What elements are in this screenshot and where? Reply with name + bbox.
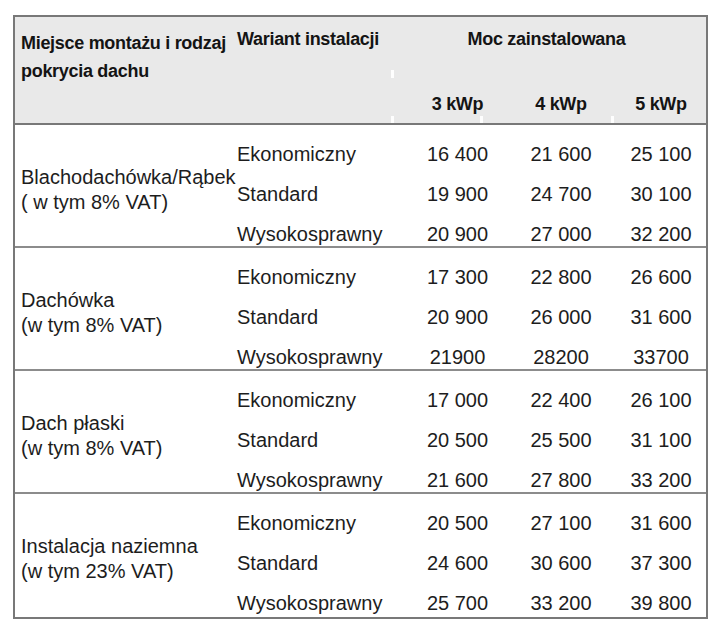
price-column-5kwp: 26 100 31 100 33 200 (616, 371, 706, 500)
variant-label: Ekonomiczny (237, 134, 409, 174)
location-name: Dach płaski (21, 411, 237, 436)
location-cell: Blachodachówka/Rąbek ( w tym 8% VAT) (15, 125, 237, 254)
price-column-4kwp: 22 400 25 500 27 800 (506, 371, 616, 500)
price-cell: 30 600 (506, 543, 616, 583)
price-cell: 26 000 (506, 297, 616, 337)
location-vat-note: (w tym 23% VAT) (21, 559, 237, 584)
header-col-5kwp: 5 kWp (616, 85, 706, 123)
price-column-4kwp: 27 100 30 600 33 200 (506, 494, 616, 623)
price-cell: 16 400 (409, 134, 506, 174)
price-column-4kwp: 21 600 24 700 27 000 (506, 125, 616, 254)
header-location-line2: pokrycia dachu (21, 57, 237, 85)
price-cell: 24 600 (409, 543, 506, 583)
price-cell: 33 200 (506, 583, 616, 623)
price-cell: 20 500 (409, 420, 506, 460)
price-cell: 22 400 (506, 380, 616, 420)
price-column-5kwp: 26 600 31 600 33700 (616, 248, 706, 377)
variant-column: Ekonomiczny Standard Wysokosprawny (237, 494, 409, 623)
location-cell: Dachówka (w tym 8% VAT) (15, 248, 237, 377)
price-cell: 25 700 (409, 583, 506, 623)
variant-column: Ekonomiczny Standard Wysokosprawny (237, 248, 409, 377)
header-col-3kwp: 3 kWp (409, 85, 506, 123)
price-cell: 19 900 (409, 174, 506, 214)
table-group-dach-plaski: Dach płaski (w tym 8% VAT) Ekonomiczny S… (15, 371, 706, 494)
table-group-dachowka: Dachówka (w tym 8% VAT) Ekonomiczny Stan… (15, 248, 706, 371)
header-power-group: Moc zainstalowana (409, 17, 706, 85)
header-cell-divider (391, 116, 394, 123)
header-location: Miejsce montażu i rodzaj pokrycia dachu (15, 17, 237, 123)
price-cell: 31 100 (616, 420, 706, 460)
price-cell: 20 500 (409, 503, 506, 543)
price-column-3kwp: 16 400 19 900 20 900 (409, 125, 506, 254)
price-cell: 39 800 (616, 583, 706, 623)
location-vat-note: ( w tym 8% VAT) (21, 190, 237, 215)
price-cell: 26 600 (616, 257, 706, 297)
price-cell: 21 600 (506, 134, 616, 174)
location-name: Blachodachówka/Rąbek (21, 165, 237, 190)
price-cell: 17 000 (409, 380, 506, 420)
variant-label: Ekonomiczny (237, 257, 409, 297)
header-cell-divider (611, 116, 614, 123)
price-column-3kwp: 17 000 20 500 21 600 (409, 371, 506, 500)
price-column-5kwp: 31 600 37 300 39 800 (616, 494, 706, 623)
header-cell-divider (391, 70, 394, 78)
variant-column: Ekonomiczny Standard Wysokosprawny (237, 371, 409, 500)
price-cell: 30 100 (616, 174, 706, 214)
price-column-4kwp: 22 800 26 000 28200 (506, 248, 616, 377)
price-column-5kwp: 25 100 30 100 32 200 (616, 125, 706, 254)
price-cell: 22 800 (506, 257, 616, 297)
price-column-3kwp: 20 500 24 600 25 700 (409, 494, 506, 623)
variant-label: Ekonomiczny (237, 380, 409, 420)
price-cell: 20 900 (409, 297, 506, 337)
header-location-line1: Miejsce montażu i rodzaj (21, 29, 237, 57)
location-vat-note: (w tym 8% VAT) (21, 313, 237, 338)
location-vat-note: (w tym 8% VAT) (21, 436, 237, 461)
price-cell: 37 300 (616, 543, 706, 583)
variant-label: Standard (237, 297, 409, 337)
variant-column: Ekonomiczny Standard Wysokosprawny (237, 125, 409, 254)
price-cell: 17 300 (409, 257, 506, 297)
price-cell: 31 600 (616, 297, 706, 337)
header-variant: Wariant instalacji (237, 17, 409, 123)
header-cell-divider (480, 116, 483, 123)
price-cell: 26 100 (616, 380, 706, 420)
header-col-4kwp: 4 kWp (506, 85, 616, 123)
location-cell: Instalacja naziemna (w tym 23% VAT) (15, 494, 237, 623)
pricing-table: Miejsce montażu i rodzaj pokrycia dachu … (13, 15, 708, 619)
location-cell: Dach płaski (w tym 8% VAT) (15, 371, 237, 500)
price-cell: 25 100 (616, 134, 706, 174)
price-cell: 24 700 (506, 174, 616, 214)
price-column-3kwp: 17 300 20 900 21900 (409, 248, 506, 377)
price-cell: 25 500 (506, 420, 616, 460)
variant-label: Standard (237, 543, 409, 583)
location-name: Dachówka (21, 288, 237, 313)
variant-label: Wysokosprawny (237, 583, 409, 623)
price-cell: 27 100 (506, 503, 616, 543)
location-name: Instalacja naziemna (21, 534, 237, 559)
page: Miejsce montażu i rodzaj pokrycia dachu … (0, 0, 720, 633)
variant-label: Standard (237, 420, 409, 460)
table-header: Miejsce montażu i rodzaj pokrycia dachu … (15, 17, 706, 125)
variant-label: Ekonomiczny (237, 503, 409, 543)
variant-label: Standard (237, 174, 409, 214)
table-group-blachodachowka: Blachodachówka/Rąbek ( w tym 8% VAT) Eko… (15, 125, 706, 248)
price-cell: 31 600 (616, 503, 706, 543)
table-group-instalacja-naziemna: Instalacja naziemna (w tym 23% VAT) Ekon… (15, 494, 706, 617)
